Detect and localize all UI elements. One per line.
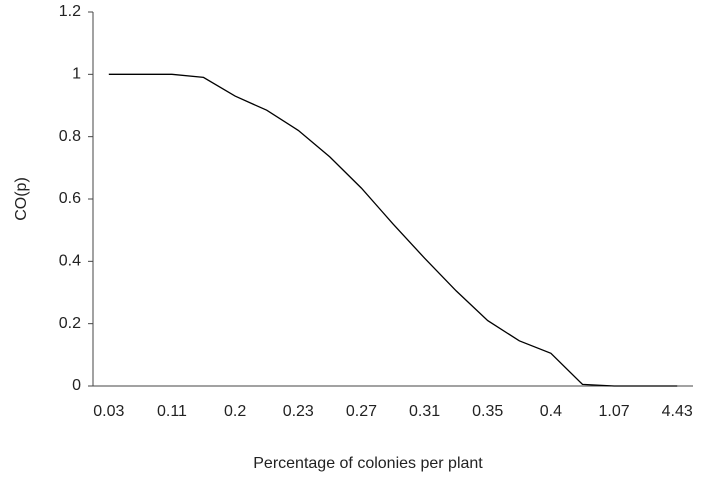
x-tick-label: 1.07 xyxy=(598,403,629,420)
x-tick-label: 0.27 xyxy=(346,403,377,420)
x-tick-label: 0.23 xyxy=(283,403,314,420)
x-axis-title: Percentage of colonies per plant xyxy=(253,455,483,472)
data-line xyxy=(108,73,678,387)
y-tick-label: 0.8 xyxy=(59,128,81,145)
y-tick-label: 1 xyxy=(72,66,81,83)
y-tick-label: 1.2 xyxy=(59,3,81,20)
y-tick-label: 0.6 xyxy=(59,190,81,207)
y-tick-label: 0.2 xyxy=(59,315,81,332)
y-tick-label: 0 xyxy=(72,377,81,394)
y-tick-label: 0.4 xyxy=(59,253,81,270)
y-axis-title: CO(p) xyxy=(13,177,30,221)
x-tick-label: 0.35 xyxy=(472,403,503,420)
x-tick-label: 0.31 xyxy=(409,403,440,420)
x-tick-label: 4.43 xyxy=(662,403,693,420)
x-tick-label: 0.4 xyxy=(540,403,562,420)
x-tick-label: 0.03 xyxy=(93,403,124,420)
x-tick-label: 0.11 xyxy=(157,403,187,420)
x-tick-label: 0.2 xyxy=(224,403,246,420)
